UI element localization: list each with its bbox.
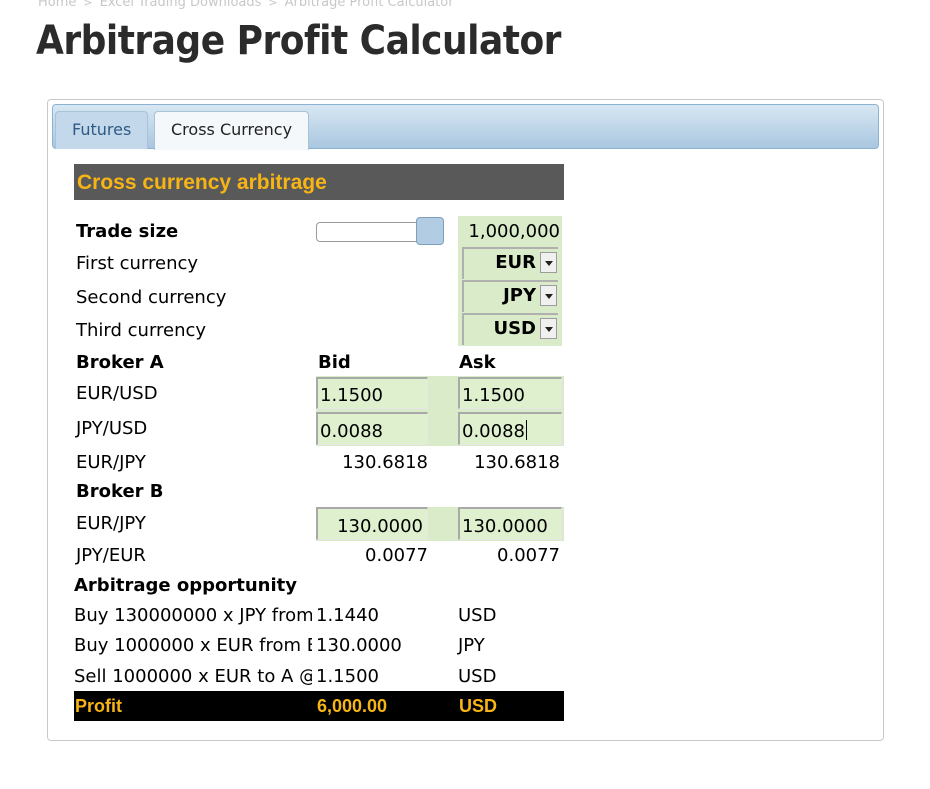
arbitrage-opportunity-label: Arbitrage opportunity — [74, 575, 297, 596]
opportunity-step-currency: USD — [458, 666, 497, 687]
broker-a-eurjpy-ask: 130.6818 — [474, 452, 560, 473]
broker-b-jpyeur-bid: 0.0077 — [365, 545, 428, 566]
broker-b-eurjpy-bid: 130.0000 — [337, 516, 423, 537]
broker-b-row-pair: EUR/JPY — [76, 513, 146, 534]
first-currency-select[interactable]: EUR — [462, 247, 558, 279]
tab-bar: Futures Cross Currency — [52, 104, 879, 150]
profit-label: Profit — [75, 696, 122, 716]
breadcrumb-excel-downloads[interactable]: Excel Trading Downloads — [99, 0, 262, 10]
broker-a-eurusd-bid: 1.1500 — [320, 385, 383, 406]
opportunity-step-currency: JPY — [458, 635, 485, 656]
broker-b-jpyeur-ask: 0.0077 — [497, 545, 560, 566]
second-currency-value: JPY — [503, 285, 536, 306]
dropdown-arrow-icon[interactable] — [540, 318, 557, 339]
broker-b-eurjpy-ask: 130.0000 — [462, 516, 548, 537]
calculator-panel: Futures Cross Currency Cross currency ar… — [47, 99, 884, 741]
broker-a-eurusd-ask: 1.1500 — [462, 385, 525, 406]
breadcrumb-current: Arbitrage Profit Calculator — [284, 0, 454, 10]
broker-a-jpyusd-ask: 0.0088 — [462, 421, 525, 442]
opportunity-step-rate: 130.0000 — [316, 635, 402, 656]
broker-a-row-pair: EUR/JPY — [76, 452, 146, 473]
broker-b-label: Broker B — [76, 481, 164, 502]
broker-a-row-pair: JPY/USD — [76, 418, 148, 439]
broker-a-label: Broker A — [76, 352, 164, 373]
second-currency-label: Second currency — [76, 287, 227, 308]
trade-size-value[interactable]: 1,000,000 — [468, 221, 560, 242]
broker-a-jpyusd-ask-input[interactable]: 0.0088 — [458, 412, 562, 445]
page-title: Arbitrage Profit Calculator — [36, 18, 561, 64]
first-currency-value: EUR — [495, 252, 536, 273]
opportunity-step-currency: USD — [458, 605, 497, 626]
broker-a-jpyusd-bid-input[interactable]: 0.0088 — [316, 412, 428, 445]
profit-currency: USD — [459, 696, 498, 716]
second-currency-select[interactable]: JPY — [462, 280, 558, 312]
chevron-right-icon: > — [268, 0, 278, 9]
tab-futures[interactable]: Futures — [55, 111, 149, 149]
broker-b-eurjpy-bid-input[interactable]: 130.0000 — [316, 507, 428, 540]
broker-a-jpyusd-bid: 0.0088 — [320, 421, 383, 442]
dropdown-arrow-icon[interactable] — [540, 285, 557, 306]
opportunity-step-text: Buy 1000000 x EUR from B — [74, 635, 312, 656]
third-currency-select[interactable]: USD — [462, 313, 558, 345]
opportunity-step-rate: 1.1440 — [316, 605, 379, 626]
broker-a-eurusd-bid-input[interactable]: 1.1500 — [316, 377, 428, 409]
breadcrumb: Home > Excel Trading Downloads > Arbitrage P… — [38, 0, 454, 10]
broker-b-eurjpy-ask-input[interactable]: 130.0000 — [458, 507, 562, 540]
sheet-title: Cross currency arbitrage — [74, 164, 564, 200]
broker-a-row-pair: EUR/USD — [76, 383, 158, 404]
ask-header: Ask — [459, 352, 496, 373]
profit-bar: Profit 6,000.00 USD — [74, 691, 564, 721]
broker-b-row-pair: JPY/EUR — [76, 545, 146, 566]
opportunity-step-text: Buy 130000000 x JPY from A — [74, 605, 312, 626]
third-currency-value: USD — [493, 318, 536, 339]
third-currency-label: Third currency — [76, 320, 207, 341]
trade-size-slider-handle[interactable] — [416, 217, 444, 245]
trade-size-label: Trade size — [76, 221, 179, 242]
opportunity-step-rate: 1.1500 — [316, 666, 379, 687]
text-cursor — [525, 420, 527, 440]
profit-value: 6,000.00 — [317, 696, 388, 716]
broker-a-eurusd-ask-input[interactable]: 1.1500 — [458, 377, 562, 409]
first-currency-label: First currency — [76, 253, 199, 274]
chevron-right-icon: > — [83, 0, 93, 9]
tab-cross-currency[interactable]: Cross Currency — [154, 111, 310, 150]
broker-a-eurjpy-bid: 130.6818 — [342, 452, 428, 473]
dropdown-arrow-icon[interactable] — [540, 252, 557, 273]
bid-header: Bid — [318, 352, 351, 373]
breadcrumb-home[interactable]: Home — [38, 0, 77, 10]
opportunity-step-text: Sell 1000000 x EUR to A @ — [74, 666, 312, 687]
